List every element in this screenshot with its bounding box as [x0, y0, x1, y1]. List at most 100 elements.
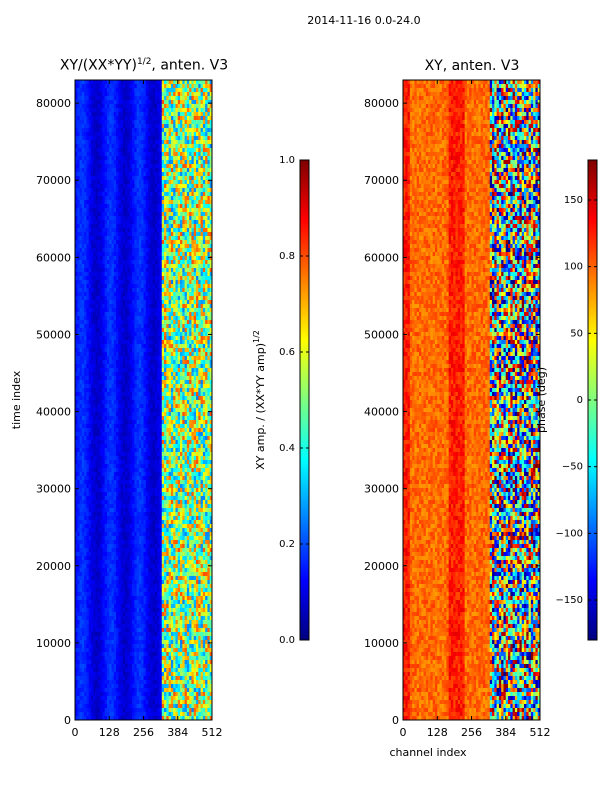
left-heatmap-cell: [166, 396, 170, 401]
left-heatmap-cell: [109, 316, 112, 321]
left-heatmap-cell: [166, 372, 170, 377]
left-heatmap-cell: [90, 268, 94, 273]
left-heatmap-cell: [143, 264, 147, 269]
left-heatmap-cell: [104, 384, 108, 389]
left-heatmap-cell: [122, 180, 126, 185]
left-heatmap-cell: [193, 144, 197, 149]
left-heatmap-cell: [75, 360, 78, 365]
left-heatmap-cell: [198, 144, 201, 149]
left-heatmap-cell: [84, 360, 87, 365]
left-heatmap-cell: [132, 264, 135, 269]
left-heatmap-cell: [106, 344, 110, 349]
left-heatmap-cell: [122, 292, 126, 297]
left-heatmap-cell: [86, 272, 90, 277]
left-heatmap-cell: [93, 352, 96, 357]
left-heatmap-cell: [173, 192, 176, 197]
left-heatmap-cell: [120, 104, 124, 109]
left-heatmap-cell: [113, 136, 117, 141]
left-heatmap-cell: [77, 124, 80, 129]
left-heatmap-cell: [113, 324, 117, 329]
left-heatmap-cell: [104, 400, 108, 405]
left-heatmap-cell: [136, 344, 140, 349]
left-heatmap-cell: [97, 400, 101, 405]
left-heatmap-cell: [166, 136, 170, 141]
left-heatmap-cell: [106, 96, 110, 101]
left-heatmap-cell: [127, 292, 131, 297]
left-heatmap-cell: [198, 228, 201, 233]
left-heatmap-cell: [196, 296, 199, 301]
left-heatmap-cell: [88, 344, 92, 349]
left-heatmap-cell: [134, 304, 138, 309]
left-heatmap-cell: [166, 252, 170, 257]
left-heatmap-cell: [109, 104, 112, 109]
left-heatmap-cell: [209, 180, 213, 185]
left-heatmap-cell: [134, 384, 138, 389]
left-heatmap-cell: [102, 100, 106, 105]
left-heatmap-cell: [193, 108, 197, 113]
left-heatmap-cell: [184, 144, 188, 149]
left-heatmap-cell: [150, 380, 154, 385]
left-heatmap-cell: [122, 304, 126, 309]
left-heatmap-cell: [202, 132, 206, 137]
left-heatmap-cell: [97, 80, 101, 85]
left-heatmap-cell: [132, 188, 135, 193]
left-heatmap-cell: [168, 200, 172, 205]
left-heatmap-cell: [127, 268, 131, 273]
left-heatmap-cell: [145, 104, 149, 109]
left-heatmap-cell: [129, 312, 133, 317]
left-heatmap-cell: [79, 412, 83, 417]
left-heatmap-cell: [157, 316, 160, 321]
left-heatmap-cell: [129, 292, 133, 297]
left-heatmap-cell: [209, 112, 213, 117]
left-heatmap-cell: [100, 224, 103, 229]
left-heatmap-cell: [166, 296, 170, 301]
left-heatmap-cell: [168, 136, 172, 141]
left-heatmap-cell: [104, 300, 108, 305]
left-heatmap-cell: [102, 128, 106, 133]
left-heatmap-cell: [202, 176, 206, 181]
left-heatmap-cell: [84, 236, 87, 241]
left-heatmap-cell: [166, 292, 170, 297]
left-heatmap-cell: [184, 112, 188, 117]
left-heatmap-cell: [132, 148, 135, 153]
left-heatmap-cell: [75, 372, 78, 377]
left-heatmap-cell: [138, 352, 142, 357]
left-heatmap-cell: [122, 204, 126, 209]
left-heatmap-cell: [111, 228, 115, 233]
left-heatmap-cell: [116, 308, 119, 313]
left-heatmap-cell: [177, 184, 181, 189]
left-heatmap-cell: [102, 272, 106, 277]
left-heatmap-cell: [106, 348, 110, 353]
left-heatmap-cell: [104, 176, 108, 181]
left-heatmap-cell: [111, 340, 115, 345]
left-heatmap-cell: [138, 360, 142, 365]
left-heatmap-cell: [191, 224, 195, 229]
left-heatmap-cell: [202, 260, 206, 265]
left-heatmap-cell: [186, 324, 190, 329]
left-heatmap-cell: [175, 120, 179, 125]
left-heatmap-cell: [186, 120, 190, 125]
left-heatmap-cell: [205, 156, 208, 161]
left-heatmap-cell: [161, 376, 165, 381]
left-heatmap-cell: [100, 244, 103, 249]
left-heatmap-cell: [170, 276, 174, 281]
left-heatmap-cell: [191, 308, 195, 313]
left-heatmap-cell: [120, 348, 124, 353]
left-heatmap-cell: [161, 368, 165, 373]
left-heatmap-cell: [170, 288, 174, 293]
left-heatmap-cell: [93, 228, 96, 233]
left-heatmap-cell: [84, 256, 87, 261]
left-heatmap-cell: [205, 276, 208, 281]
left-heatmap-cell: [77, 276, 80, 281]
left-heatmap-cell: [202, 404, 206, 409]
left-heatmap-cell: [200, 272, 204, 277]
left-heatmap-cell: [111, 308, 115, 313]
left-heatmap-cell: [84, 300, 87, 305]
left-heatmap-cell: [138, 232, 142, 237]
left-heatmap-cell: [157, 276, 160, 281]
left-heatmap-cell: [182, 388, 185, 393]
left-heatmap-cell: [159, 152, 163, 157]
left-heatmap-cell: [150, 356, 154, 361]
left-heatmap-cell: [118, 184, 122, 189]
left-heatmap-cell: [79, 396, 83, 401]
